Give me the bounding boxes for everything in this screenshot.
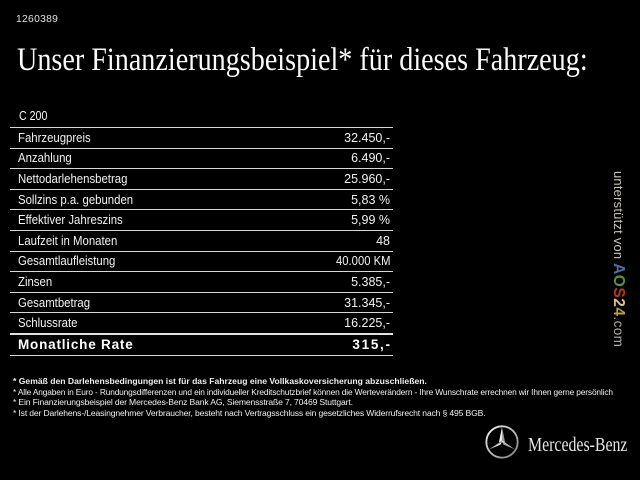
row-value: 32.450,- [344, 130, 390, 145]
footnote-line: * Gemäß den Darlehensbedingungen ist für… [13, 376, 427, 386]
table-row: Effektiver Jahreszins 5,99 % [10, 210, 393, 232]
row-value: 5,83 % [351, 192, 390, 207]
row-value: 31.345,- [344, 295, 390, 310]
row-value: 16.225,- [344, 316, 390, 331]
row-label: Gesamtlaufleistung [18, 254, 116, 269]
row-value: 48 [376, 233, 390, 248]
table-row: Anzahlung 6.490,- [10, 149, 393, 170]
row-value: 40.000 KM [335, 254, 390, 269]
footnote-line: * Alle Angaben in Euro - Rundungsdiffere… [13, 386, 613, 397]
brand-letter: 2 [610, 298, 627, 308]
table-row: Gesamtbetrag 31.345,- [10, 293, 393, 314]
row-value: 5.385,- [351, 275, 390, 290]
table-row: Fahrzeugpreis 32.450,- [10, 128, 393, 149]
table-row: Schlussrate 16.225,- [10, 313, 393, 336]
footnotes: * Gemäß den Darlehensbedingungen ist für… [13, 376, 623, 419]
total-row-value: 315,- [352, 337, 392, 353]
brand-letter: S [610, 287, 627, 299]
row-label: Effektiver Jahreszins [18, 213, 123, 228]
row-label: Schlussrate [18, 316, 78, 331]
row-value: 25.960,- [344, 172, 390, 187]
aos24-logo-text: AOS24 [610, 263, 627, 316]
table-row: Zinsen 5.385,- [10, 272, 393, 293]
footnote-line: * Ein Finanzierungsbeispiel der Mercedes… [13, 397, 353, 408]
table-total-row: Monatliche Rate 315,- [10, 335, 393, 356]
footnote-line: * Ist der Darlehens-/Leasingnehmer Verbr… [13, 408, 486, 419]
mercedes-wordmark: Mercedes-Benz [528, 434, 628, 456]
table-row: Laufzeit in Monaten 48 [10, 231, 393, 252]
table-row: Sollzins p.a. gebunden 5,83 % [10, 190, 393, 211]
row-value: 5,99 % [351, 213, 390, 228]
row-label: Gesamtbetrag [18, 295, 91, 310]
row-label: Laufzeit in Monaten [18, 233, 118, 248]
mercedes-star-icon [485, 425, 519, 459]
row-label: Fahrzeugpreis [18, 130, 91, 145]
listing-ref-number: 1260389 [16, 13, 59, 25]
table-row: Nettodarlehensbetrag 25.960,- [10, 169, 393, 190]
brand-letter: A [610, 263, 627, 275]
table-row: Gesamtlaufleistung 40.000 KM [10, 252, 393, 273]
aos24-credit: unterstützt von AOS24.com [609, 171, 627, 371]
row-label: Nettodarlehensbetrag [18, 172, 128, 187]
supported-by-text: unterstützt von [611, 171, 626, 264]
finance-table: Fahrzeugpreis 32.450,- Anzahlung 6.490,-… [10, 127, 393, 356]
brand-letter: 4 [610, 307, 627, 317]
row-label: Zinsen [18, 275, 53, 290]
page-title: Unser Finanzierungsbeispiel* für dieses … [17, 42, 588, 78]
row-label: Anzahlung [18, 151, 72, 166]
row-value: 6.490,- [351, 151, 390, 166]
brand-letter: O [610, 274, 627, 288]
total-row-label: Monatliche Rate [18, 337, 134, 353]
vehicle-model: C 200 [19, 109, 48, 123]
domain-suffix: .com [611, 316, 626, 348]
row-label: Sollzins p.a. gebunden [18, 192, 134, 207]
